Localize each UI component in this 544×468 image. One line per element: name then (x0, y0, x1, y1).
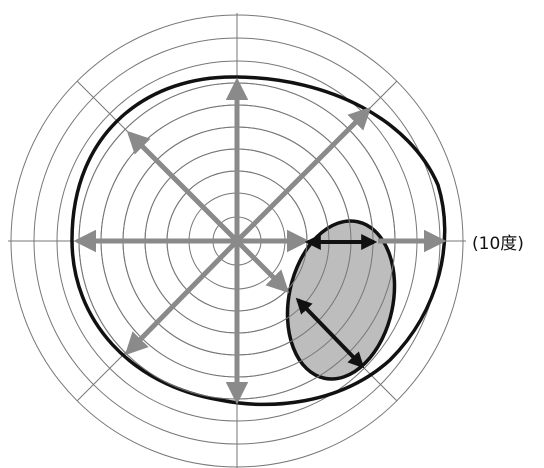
arrow-upper-left (126, 130, 239, 243)
direction-arrows (73, 77, 447, 405)
arrow-lower-left (124, 239, 239, 356)
scale-annotation: (10度) (472, 234, 524, 254)
blind-spot-diagonal-arrow (295, 297, 365, 369)
blind-spot-arrows (295, 234, 378, 369)
arrow-lower-right (235, 239, 290, 294)
visual-field-outline (70, 75, 447, 407)
arrow-upper-right (235, 106, 372, 243)
